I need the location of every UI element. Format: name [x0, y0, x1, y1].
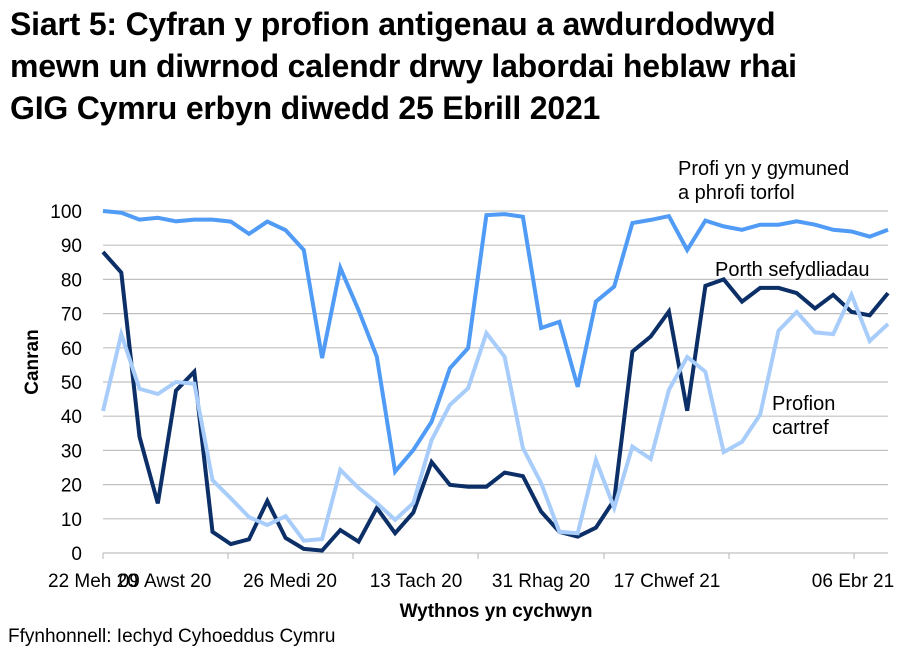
- y-tick-label: 20: [61, 476, 82, 497]
- y-tick-label: 100: [50, 202, 82, 223]
- y-tick-label: 50: [61, 373, 82, 394]
- x-tick-label: 17 Chwef 21: [614, 571, 721, 592]
- chart-title-line-1: Siart 5: Cyfran y profion antigenau a aw…: [10, 6, 776, 42]
- y-tick-label: 90: [61, 236, 82, 257]
- y-tick-label: 70: [61, 305, 82, 326]
- y-tick-label: 10: [61, 510, 82, 531]
- x-tick-label: 22 Meh 20: [48, 571, 138, 592]
- y-tick-label: 40: [61, 407, 82, 428]
- chart-title-line-2: mewn un diwrnod calendr drwy labordai he…: [10, 48, 797, 84]
- series-line-1: [101, 250, 890, 553]
- y-tick-label: 60: [61, 339, 82, 360]
- y-tick-label: 80: [61, 270, 82, 291]
- x-tick-label: 31 Rhag 20: [492, 571, 590, 592]
- x-axis: [102, 552, 888, 559]
- series-line-2: [101, 289, 890, 543]
- x-tick-label: 13 Tach 20: [370, 571, 463, 592]
- chart-title-line-3: GIG Cymru erbyn diwedd 25 Ebrill 2021: [10, 90, 601, 126]
- chart-title: Siart 5: Cyfran y profion antigenau a aw…: [10, 3, 910, 129]
- x-axis-title: Wythnos yn cychwyn: [400, 601, 593, 622]
- source-note: Ffynhonnell: Iechyd Cyhoeddus Cymru: [8, 626, 336, 647]
- y-tick-label: 0: [71, 544, 82, 565]
- series-label-1: Porth sefydliadau: [715, 259, 870, 281]
- series-label-2: Profion: [772, 393, 835, 415]
- series-line-0: [102, 209, 889, 477]
- x-tick-label: 09 Awst 20: [119, 571, 212, 592]
- y-tick-label: 30: [61, 441, 82, 462]
- y-axis-title: Canran: [22, 329, 43, 394]
- series-label-2: cartref: [772, 417, 829, 439]
- series-label-0: Profi yn y gymuned: [678, 158, 849, 180]
- data-series: [101, 209, 890, 553]
- y-axis-tick-labels: 0 10 20 30 40 50 60 70 80 90 100: [50, 202, 82, 565]
- x-tick-label: 06 Ebr 21: [812, 571, 894, 592]
- x-tick-label: 26 Medi 20: [243, 571, 337, 592]
- series-label-0: a phrofi torfol: [678, 182, 795, 204]
